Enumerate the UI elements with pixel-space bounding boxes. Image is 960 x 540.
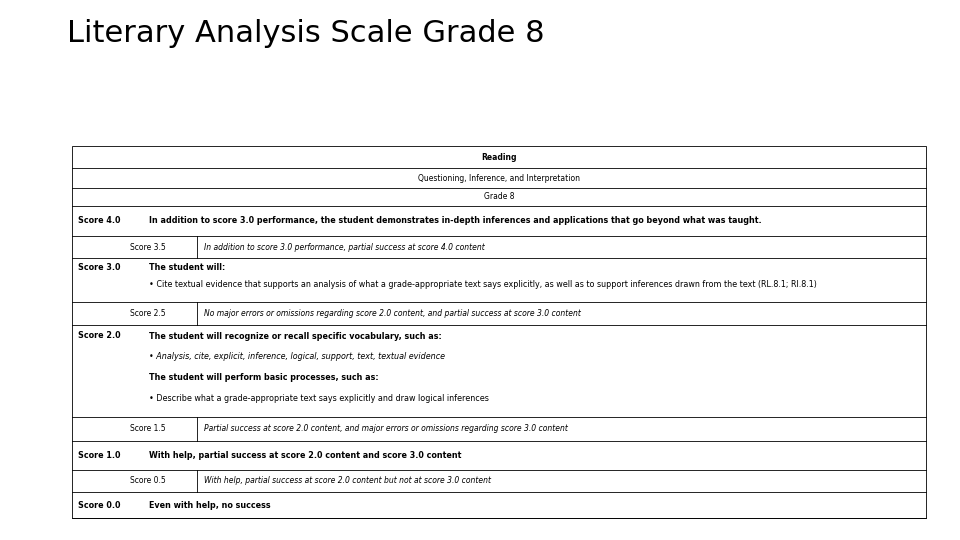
Text: Literary Analysis Scale Grade 8: Literary Analysis Scale Grade 8 <box>67 19 545 48</box>
Text: With help, partial success at score 2.0 content and score 3.0 content: With help, partial success at score 2.0 … <box>149 451 461 460</box>
Text: Partial success at score 2.0 content, and major errors or omissions regarding sc: Partial success at score 2.0 content, an… <box>204 424 567 433</box>
Text: Score 0.0: Score 0.0 <box>78 501 120 510</box>
Text: Score 3.0: Score 3.0 <box>78 263 120 272</box>
Text: Score 0.5: Score 0.5 <box>130 476 165 485</box>
Text: No major errors or omissions regarding score 2.0 content, and partial success at: No major errors or omissions regarding s… <box>204 309 581 318</box>
Text: With help, partial success at score 2.0 content but not at score 3.0 content: With help, partial success at score 2.0 … <box>204 476 491 485</box>
Text: Even with help, no success: Even with help, no success <box>149 501 271 510</box>
Text: In addition to score 3.0 performance, the student demonstrates in-depth inferenc: In addition to score 3.0 performance, th… <box>149 217 761 225</box>
Text: Score 1.5: Score 1.5 <box>130 424 165 433</box>
Text: Score 4.0: Score 4.0 <box>78 217 120 225</box>
Text: • Analysis, cite, explicit, inference, logical, support, text, textual evidence: • Analysis, cite, explicit, inference, l… <box>149 353 444 361</box>
Text: Score 2.5: Score 2.5 <box>130 309 165 318</box>
Text: Grade 8: Grade 8 <box>484 192 515 201</box>
Text: Score 1.0: Score 1.0 <box>78 451 120 460</box>
Text: Score 2.0: Score 2.0 <box>78 330 120 340</box>
Text: • Cite textual evidence that supports an analysis of what a grade-appropriate te: • Cite textual evidence that supports an… <box>149 280 817 289</box>
Text: Questioning, Inference, and Interpretation: Questioning, Inference, and Interpretati… <box>419 173 580 183</box>
Text: The student will recognize or recall specific vocabulary, such as:: The student will recognize or recall spe… <box>149 332 442 341</box>
Text: The student will:: The student will: <box>149 263 225 272</box>
Text: The student will perform basic processes, such as:: The student will perform basic processes… <box>149 373 378 382</box>
Text: In addition to score 3.0 performance, partial success at score 4.0 content: In addition to score 3.0 performance, pa… <box>204 242 484 252</box>
Text: Score 3.5: Score 3.5 <box>130 242 165 252</box>
Text: • Describe what a grade-appropriate text says explicitly and draw logical infere: • Describe what a grade-appropriate text… <box>149 394 489 403</box>
Text: Reading: Reading <box>482 153 516 161</box>
